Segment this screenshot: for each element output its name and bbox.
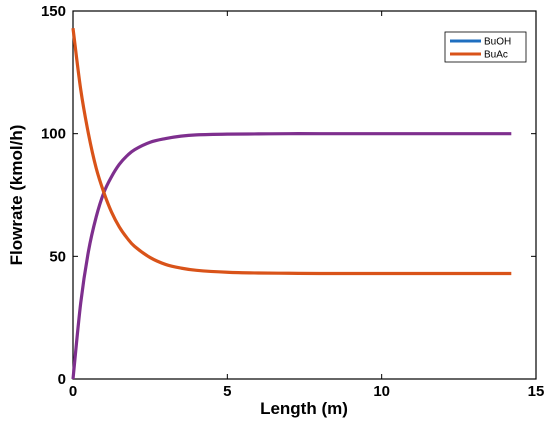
y-tick-label: 100 xyxy=(41,126,66,143)
y-tick-label: 0 xyxy=(58,371,66,388)
series-line-0 xyxy=(71,132,512,380)
x-tick-label: 10 xyxy=(373,383,390,400)
y-axis-ticks: 0 50 100 150 xyxy=(41,3,536,388)
x-tick-label: 15 xyxy=(528,383,545,400)
series-layer xyxy=(71,27,512,380)
plot-frame xyxy=(72,10,537,380)
legend-box xyxy=(444,31,527,63)
y-axis-title: Flowrate (kmol/h) xyxy=(7,125,26,266)
legend-label-buoh: BuOH xyxy=(484,37,511,48)
series-line-1 xyxy=(71,27,512,276)
y-tick-label: 50 xyxy=(49,248,66,265)
x-tick-label: 5 xyxy=(223,383,231,400)
x-axis-title: Length (m) xyxy=(260,399,348,418)
y-tick-label: 150 xyxy=(41,3,66,20)
legend-label-buac: BuAc xyxy=(484,50,508,61)
legend: BuOH BuAc xyxy=(444,31,527,63)
x-tick-label: 0 xyxy=(69,383,77,400)
x-axis-ticks: 0 5 10 15 xyxy=(69,11,545,400)
